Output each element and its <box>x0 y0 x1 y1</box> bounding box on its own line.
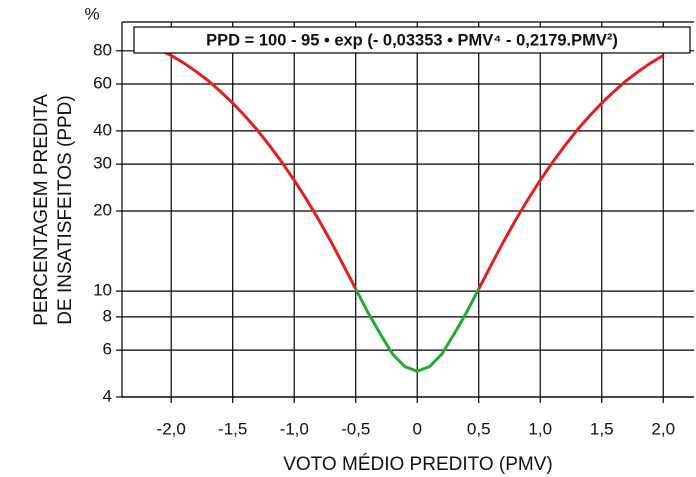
title-box <box>133 26 691 54</box>
series-line <box>158 47 665 290</box>
y-unit: % <box>84 4 99 23</box>
x-tick-label: 0,5 <box>467 419 491 438</box>
y-tick-label: 20 <box>93 200 112 219</box>
x-tick-label: 0 <box>412 419 421 438</box>
x-tick-label: 1,0 <box>528 419 552 438</box>
y-tick-label: 30 <box>93 154 112 173</box>
y-label: PERCENTAGEM PREDITA DE INSATISFEITOS (PP… <box>31 94 76 326</box>
series-line <box>354 288 481 373</box>
x-tick-label: -0,5 <box>341 419 370 438</box>
y-tick-label: 10 <box>93 281 112 300</box>
x-tick-label: -2,0 <box>157 419 186 438</box>
y-tick-label: 4 <box>103 386 112 405</box>
x-tick-label: -1,0 <box>280 419 309 438</box>
x-label: VOTO MÉDIO PREDITO (PMV) <box>283 454 553 475</box>
x-tick-label: -1,5 <box>218 419 247 438</box>
y-tick-label: 6 <box>103 340 112 359</box>
y-tick-label: 8 <box>103 306 112 325</box>
y-label-line: DE INSATISFEITOS (PPD) <box>55 95 76 324</box>
y-label-line: PERCENTAGEM PREDITA <box>31 94 52 326</box>
chart-title: PPD = 100 - 95 • exp (- 0,03353 • PMV⁴ -… <box>206 31 618 49</box>
x-tick-label: 2,0 <box>651 419 675 438</box>
y-tick-label: 40 <box>93 120 112 139</box>
x-tick-label: 1,5 <box>590 419 614 438</box>
y-tick-label: 80 <box>93 40 112 59</box>
y-tick-label: 60 <box>93 74 112 93</box>
